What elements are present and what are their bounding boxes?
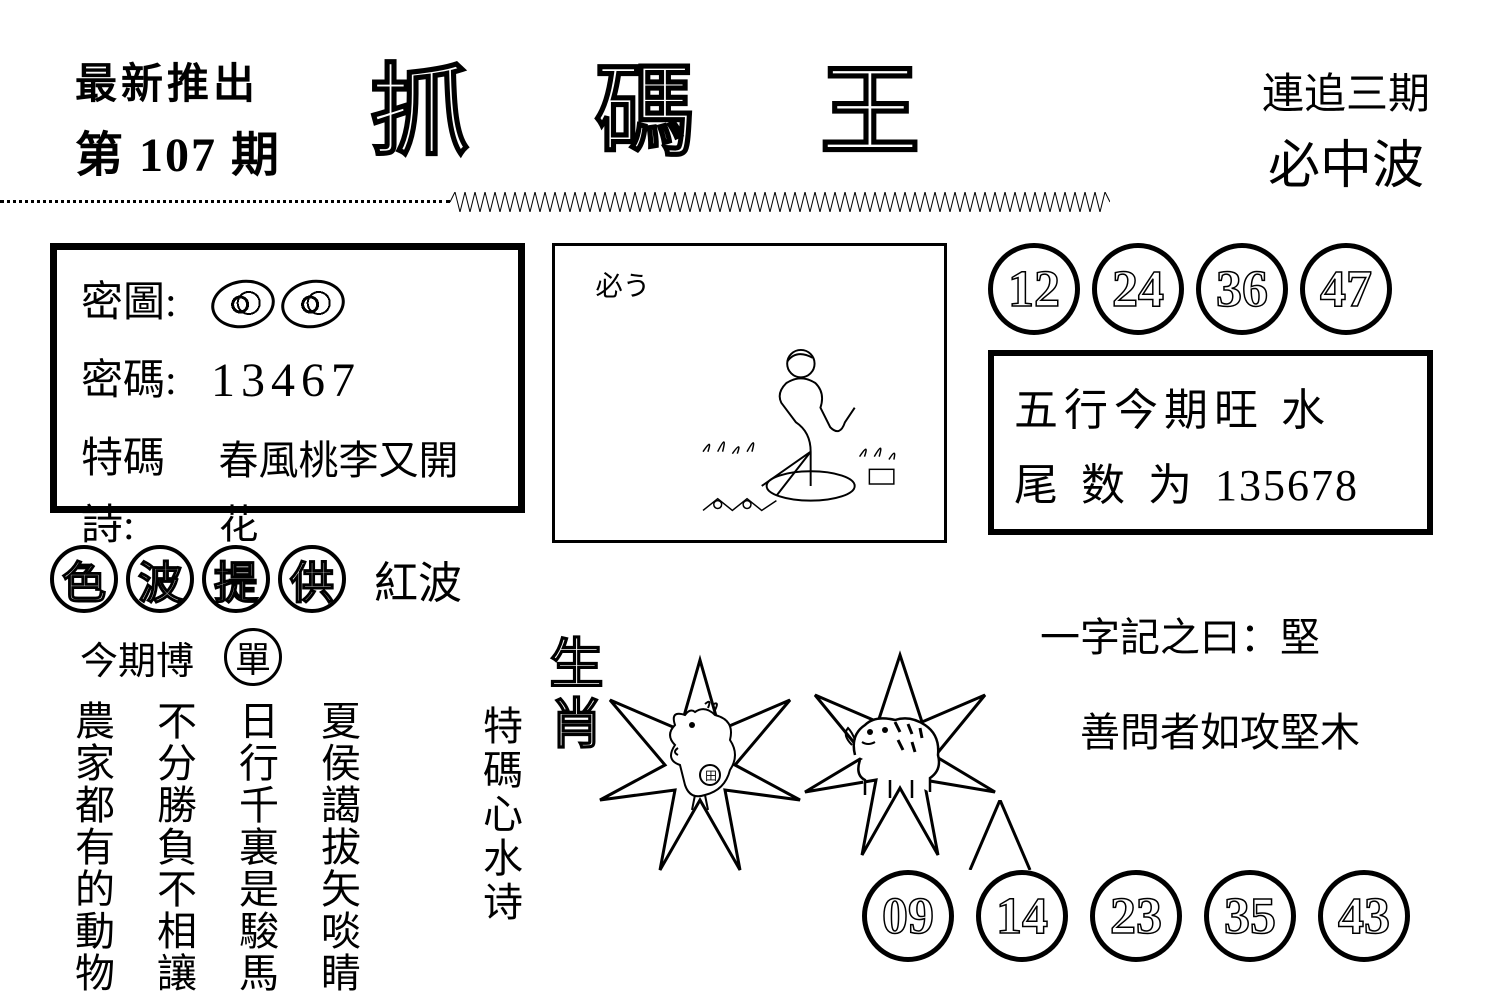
sebo-char: 色 [50,545,118,613]
wuxing-line2: 尾 数 为 135678 [1014,449,1407,524]
tema-value: 春風桃李又開花 [218,429,498,557]
illustration-box: 必う [552,243,947,543]
jinqibo-value: 單 [224,628,282,686]
swirl-icon [207,274,278,332]
poem-col: 農家都有的動物 [70,700,112,994]
jinqibo-row: 今期博 單 [80,628,282,686]
wuxing-prefix: 五行今期旺 [1014,386,1264,435]
number-circle: 12 [988,243,1080,335]
wuxing-value: 水 [1281,386,1331,435]
mima-value: 13467 [211,343,361,420]
number-circle: 36 [1196,243,1288,335]
number-circles-top: 12 24 36 47 [988,243,1392,335]
weishu-prefix: 尾 数 为 [1014,461,1198,510]
poem-col: 夏侯譪拔矢啖睛 [316,700,358,994]
one-char-line: 一字記之曰：堅 [1040,605,1320,663]
number-circle: 09 [862,870,954,962]
issue-label: 最新推出 [75,50,281,111]
wuxing-line1: 五行今期旺 水 [1014,374,1407,449]
top-right-line1: 連追三期 [1262,60,1430,121]
code-box: 密圖: 密碼: 13467 特碼詩: 春風桃李又開花 [50,243,525,513]
swirl-icons [211,280,345,328]
sebo-char: 波 [126,545,194,613]
dotted-divider [0,200,450,203]
issue-block: 最新推出 第 107 期 [75,50,281,185]
sebo-char: 提 [202,545,270,613]
svg-text:田: 田 [705,769,717,783]
number-circle: 24 [1092,243,1184,335]
pointer-lines [960,800,1040,870]
sebo-row: 色 波 提 供 紅波 [50,545,462,613]
number-circles-bottom: 09 14 23 35 43 [862,870,1410,962]
svg-text:必う: 必う [595,271,650,301]
tema-row: 特碼詩: 春風桃李又開花 [81,426,498,560]
sebo-label: 紅波 [374,547,462,611]
number-circle: 23 [1090,870,1182,962]
poem-col: 日行千裏是駿馬 [234,700,276,994]
weishu-value: 135678 [1215,461,1359,510]
spike-divider [450,192,1110,212]
tema-poem-label: 特碼心水诗 [470,705,528,925]
issue-number: 第 107 期 [75,115,281,185]
tema-label: 特碼詩: [81,426,218,560]
jinqibo-label: 今期博 [80,630,194,685]
mima-row: 密碼: 13467 [81,343,498,420]
illustration-svg: 必う [565,256,934,530]
top-right-block: 連追三期 必中波 [1262,60,1430,198]
poem-col: 不分勝負不相讓 [152,700,194,994]
number-circle: 35 [1204,870,1296,962]
sebo-char: 供 [278,545,346,613]
number-circle: 43 [1318,870,1410,962]
main-title: 抓 碼 王 [370,30,970,175]
top-right-line2: 必中波 [1262,123,1430,198]
mima-label: 密碼: [81,348,211,415]
number-circle: 14 [976,870,1068,962]
mitu-label: 密圖: [81,270,211,337]
riddle-line: 善問者如攻堅木 [1080,700,1360,758]
wuxing-box: 五行今期旺 水 尾 数 为 135678 [988,350,1433,535]
mitu-row: 密圖: [81,270,498,337]
swirl-icon [277,274,348,332]
number-circle: 47 [1300,243,1392,335]
header: 最新推出 第 107 期 抓 碼 王 連追三期 必中波 [0,40,1510,210]
